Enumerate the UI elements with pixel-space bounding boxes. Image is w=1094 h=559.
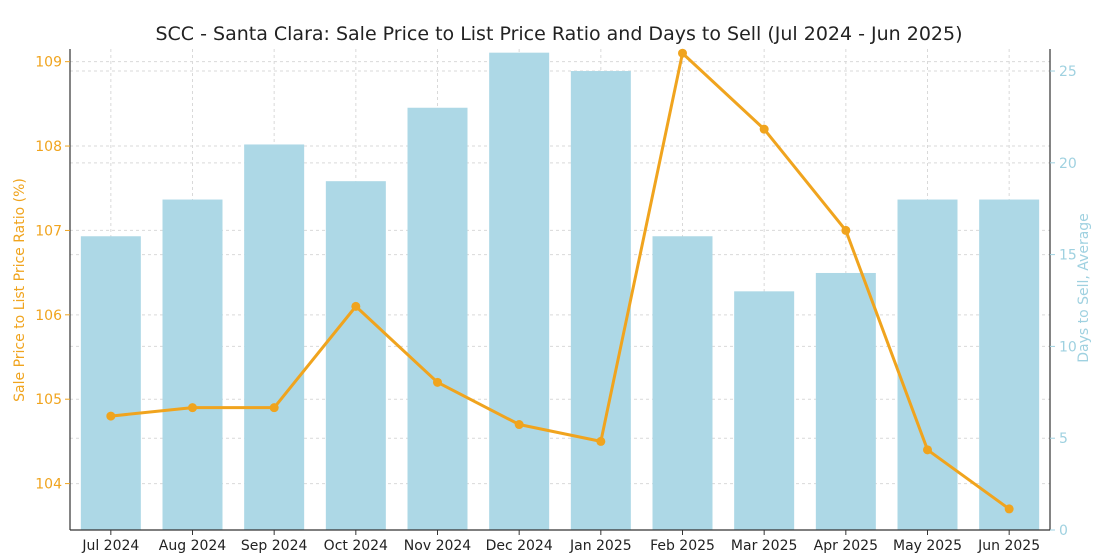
y-left-tick-label: 109: [35, 55, 62, 71]
y-right-tick-label: 25: [1059, 64, 1077, 80]
y-right-tick-label: 20: [1059, 156, 1077, 172]
y-left-tick-label: 107: [35, 223, 62, 239]
line-point: [351, 301, 361, 311]
y-left-tick-label: 104: [35, 477, 62, 493]
y-right-tick-label: 15: [1059, 248, 1077, 264]
x-tick-label: May 2025: [893, 538, 962, 554]
y-left-tick-label: 108: [35, 139, 62, 155]
line-point: [188, 403, 197, 413]
line-point: [759, 124, 769, 134]
y-left-tick-label: 106: [35, 308, 62, 324]
y-axis-left-label: Sale Price to List Price Ratio (%): [12, 178, 28, 402]
x-tick-label: Mar 2025: [731, 538, 798, 554]
x-tick-label: Nov 2024: [404, 538, 471, 554]
line-point: [596, 436, 606, 446]
line-point: [269, 403, 279, 413]
bar: [815, 272, 876, 530]
bar: [244, 144, 305, 531]
bar: [162, 199, 223, 530]
axes: 104 105 106 107 108 109 0 5 10 15 20 25 Jul 2024 Aug …: [35, 49, 1077, 554]
bar: [652, 236, 713, 531]
bar: [80, 236, 141, 531]
x-tick-label: Dec 2024: [486, 538, 553, 554]
bar: [325, 181, 386, 530]
line-point: [678, 48, 687, 58]
x-tick-label: Jun 2025: [977, 538, 1040, 554]
line-point: [514, 420, 524, 430]
bar: [734, 291, 795, 530]
series-line: [110, 51, 1011, 511]
bar-series: [80, 52, 1040, 531]
line-point: [106, 411, 116, 421]
x-tick-label: Aug 2024: [159, 538, 227, 554]
y-axis-right-label: Days to Sell, Average: [1076, 213, 1092, 363]
y-right-tick-label: 10: [1059, 339, 1077, 355]
x-tick-label: Apr 2025: [814, 538, 878, 554]
bar: [570, 71, 631, 531]
line-point: [841, 225, 851, 235]
line-point: [433, 377, 442, 387]
bar: [979, 199, 1040, 530]
line-point: [1004, 504, 1014, 514]
x-tick-label: Jan 2025: [569, 538, 632, 554]
y-left-tick-label: 105: [35, 392, 62, 408]
x-tick-label: Jul 2024: [81, 538, 139, 554]
x-tick-label: Oct 2024: [324, 538, 388, 554]
bar: [897, 199, 958, 530]
line-series: [106, 48, 1014, 514]
chart-title: SCC - Santa Clara: Sale Price to List Pr…: [155, 23, 962, 45]
line-point: [923, 445, 932, 455]
y-right-tick-label: 5: [1059, 431, 1068, 447]
y-right-tick-label: 0: [1059, 523, 1068, 539]
x-tick-label: Sep 2024: [241, 538, 308, 554]
bar: [407, 107, 468, 530]
x-tick-label: Feb 2025: [650, 538, 715, 554]
bar: [489, 52, 550, 531]
